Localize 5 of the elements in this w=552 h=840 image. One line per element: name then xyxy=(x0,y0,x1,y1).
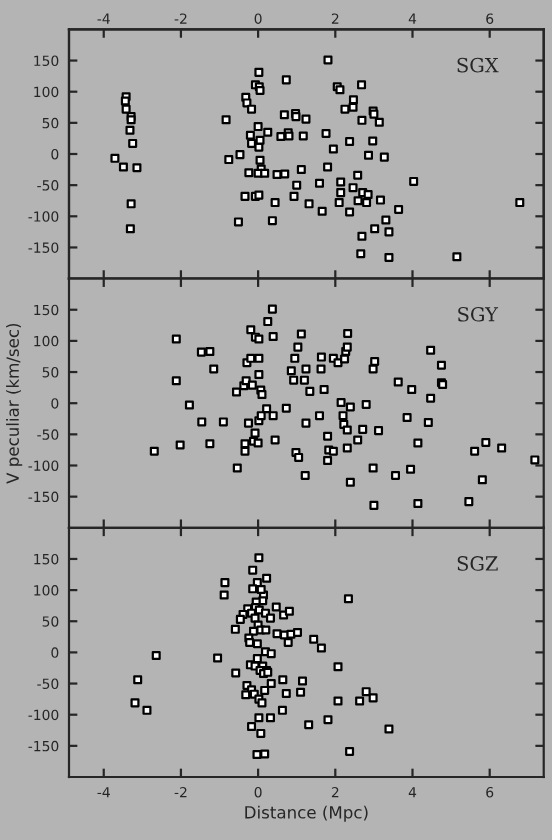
text: SGY xyxy=(458,306,499,322)
x-axis-title: Distance (Mpc) xyxy=(245,805,368,822)
text: SGX xyxy=(457,57,499,73)
y-axis-title: V peculiar (km/sec) xyxy=(6,323,23,484)
text: SGZ xyxy=(457,556,498,571)
